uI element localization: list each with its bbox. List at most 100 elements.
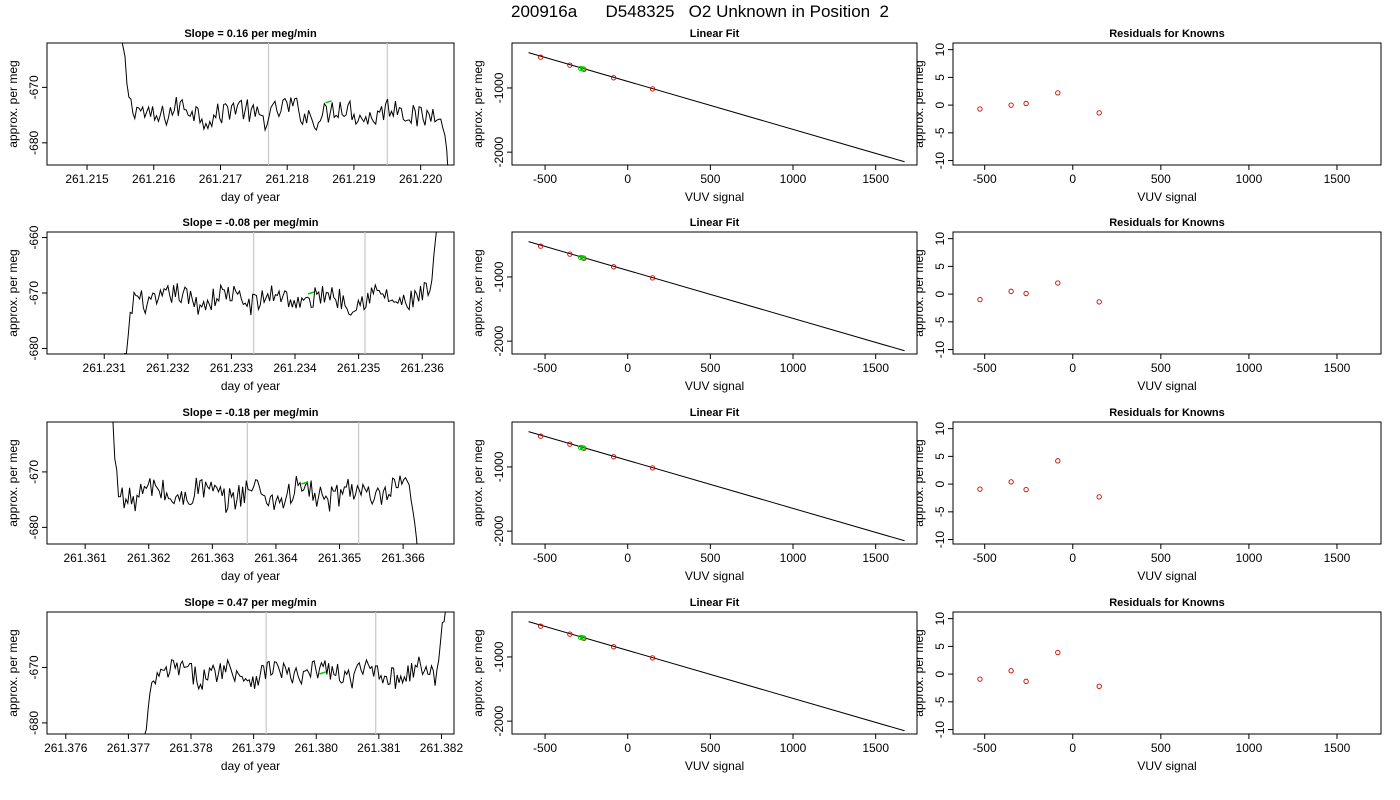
plot-frame (952, 42, 1382, 166)
known-point (537, 243, 544, 249)
y-tick-label: -5 (933, 127, 947, 138)
y-tick-label: -1000 (492, 451, 506, 482)
y-tick-label: -5 (933, 316, 947, 327)
x-tick-label: 0 (624, 172, 631, 186)
x-tick-label: 1000 (1236, 741, 1263, 755)
residual-point (1023, 290, 1029, 297)
signal-trace (121, 43, 449, 165)
panel-timeseries-4: Slope = 0.47 per meg/min 261.376 261.377 26… (6, 597, 463, 773)
plot-frame (511, 231, 918, 355)
y-tick-label: 10 (933, 612, 947, 626)
plot-frame (952, 421, 1382, 545)
panel-title: Linear Fit (690, 28, 740, 40)
x-tick-label: -500 (533, 741, 557, 755)
panel-title: Linear Fit (690, 407, 740, 419)
x-tick-label: 261.235 (337, 361, 381, 375)
y-tick-label: 10 (933, 232, 947, 246)
y-tick-label: 5 (933, 263, 947, 270)
x-tick-label: 1000 (1236, 551, 1263, 565)
x-tick-label: 261.219 (332, 172, 376, 186)
y-axis-label: approx. per meg (471, 60, 485, 147)
x-axis-label: VUV signal (1137, 569, 1196, 583)
unknown-point (580, 635, 587, 641)
known-point (649, 465, 656, 471)
panel-title: Slope = 0.47 per meg/min (184, 597, 317, 609)
x-tick-label: -500 (533, 361, 557, 375)
y-axis-label: approx. per meg (6, 60, 20, 147)
x-tick-label: 0 (624, 551, 631, 565)
y-tick-label: -5 (933, 696, 947, 707)
y-axis-label: approx. per meg (6, 249, 20, 336)
x-tick-label: 261.365 (318, 551, 362, 565)
x-tick-label: 0 (1069, 551, 1076, 565)
y-tick-label: -5 (933, 506, 947, 517)
y-tick-label: -2000 (492, 136, 506, 167)
x-tick-label: -500 (973, 741, 997, 755)
plot-area (144, 612, 446, 734)
plot-area (528, 621, 905, 732)
x-tick-label: 500 (1151, 741, 1171, 755)
y-axis-label: approx. per meg (471, 249, 485, 336)
x-tick-label: 261.231 (83, 361, 127, 375)
plot-area (977, 649, 1102, 689)
residual-point (1008, 102, 1014, 108)
residual-point (1055, 649, 1061, 656)
panel-title: Slope = -0.18 per meg/min (182, 407, 318, 419)
x-tick-label: 0 (1069, 741, 1076, 755)
x-axis-label: VUV signal (1137, 759, 1196, 773)
y-tick-label: -680 (27, 711, 41, 735)
y-tick-label: -10 (933, 721, 947, 739)
plot-frame (46, 611, 455, 735)
x-tick-label: 261.232 (146, 361, 190, 375)
plot-area (528, 241, 905, 352)
panel-residuals-1: Residuals for Knowns -500 0 500 1000 1500 10 5 0… (912, 28, 1382, 204)
y-axis-label: approx. per meg (912, 60, 926, 147)
x-tick-label: 0 (1069, 172, 1076, 186)
y-tick-label: -670 (27, 460, 41, 484)
x-tick-label: 261.234 (273, 361, 317, 375)
x-tick-label: 261.215 (65, 172, 109, 186)
y-tick-label: -670 (27, 655, 41, 679)
x-tick-label: 261.218 (266, 172, 310, 186)
x-tick-label: 261.366 (381, 551, 425, 565)
x-tick-label: 0 (1069, 361, 1076, 375)
plot-area (977, 280, 1102, 305)
unknown-point (580, 66, 587, 72)
y-axis-label: approx. per meg (6, 629, 20, 716)
residual-point (1008, 479, 1014, 485)
x-tick-label: 500 (1151, 551, 1171, 565)
residual-point (1096, 494, 1102, 500)
plot-area (528, 431, 905, 542)
x-tick-label: 261.216 (132, 172, 176, 186)
x-axis-label: day of year (221, 379, 280, 393)
y-tick-label: 5 (933, 643, 947, 650)
y-tick-label: -660 (27, 225, 41, 249)
y-tick-label: -1000 (492, 72, 506, 103)
known-point (611, 454, 617, 460)
unknown-mean-marker (307, 291, 315, 295)
plot-area (112, 422, 418, 544)
x-tick-label: 1500 (1324, 172, 1351, 186)
residual-point (977, 676, 983, 682)
x-tick-label: -500 (973, 172, 997, 186)
x-tick-label: 261.217 (199, 172, 243, 186)
known-point (567, 631, 573, 637)
y-tick-label: -2000 (492, 515, 506, 546)
x-tick-label: 1000 (780, 361, 807, 375)
known-point (537, 433, 544, 439)
y-tick-label: 10 (933, 43, 947, 57)
x-tick-label: 500 (1151, 361, 1171, 375)
y-tick-label: 5 (933, 453, 947, 460)
unknown-mean-marker (325, 100, 332, 104)
fit-line (528, 621, 905, 732)
y-tick-label: -1000 (492, 641, 506, 672)
residual-point (977, 486, 983, 492)
residual-point (1096, 110, 1102, 116)
y-tick-label: -2000 (492, 705, 506, 736)
x-tick-label: -500 (533, 551, 557, 565)
residual-point (1055, 90, 1061, 96)
x-tick-label: 500 (1151, 172, 1171, 186)
y-tick-label: 0 (933, 290, 947, 297)
panel-title: Slope = -0.08 per meg/min (182, 217, 318, 229)
fit-line (528, 52, 905, 163)
